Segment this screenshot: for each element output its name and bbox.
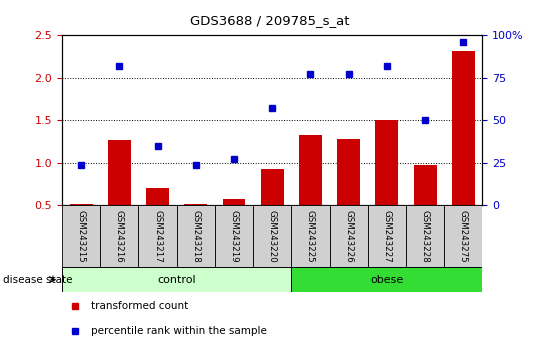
Bar [62, 267, 291, 292]
Bar [253, 205, 291, 267]
Text: GSM243216: GSM243216 [115, 210, 124, 263]
Bar [215, 205, 253, 267]
Bar [177, 205, 215, 267]
Text: disease state: disease state [3, 275, 72, 285]
Text: GSM243227: GSM243227 [382, 210, 391, 263]
Text: control: control [157, 275, 196, 285]
Text: GSM243217: GSM243217 [153, 210, 162, 263]
Bar [139, 205, 177, 267]
Text: transformed count: transformed count [92, 301, 189, 311]
Bar [261, 169, 284, 205]
Bar [329, 205, 368, 267]
Text: GSM243218: GSM243218 [191, 210, 201, 263]
Text: GSM243220: GSM243220 [268, 210, 277, 263]
Text: GSM243226: GSM243226 [344, 210, 353, 263]
Bar [452, 51, 475, 205]
Bar [62, 205, 100, 267]
Bar [413, 165, 437, 205]
Text: GSM243225: GSM243225 [306, 210, 315, 263]
Bar [368, 205, 406, 267]
Bar [444, 205, 482, 267]
Text: GSM243219: GSM243219 [230, 210, 238, 263]
Text: obese: obese [370, 275, 404, 285]
Bar [108, 140, 131, 205]
Text: GSM243215: GSM243215 [77, 210, 86, 263]
Bar [375, 120, 398, 205]
Text: percentile rank within the sample: percentile rank within the sample [92, 326, 267, 336]
Text: GSM243228: GSM243228 [420, 210, 430, 263]
Bar [337, 139, 360, 205]
Bar [406, 205, 444, 267]
Bar [291, 267, 482, 292]
Bar [299, 135, 322, 205]
Bar [223, 199, 245, 205]
Text: GSM243275: GSM243275 [459, 210, 468, 263]
Bar [291, 205, 329, 267]
Bar [100, 205, 139, 267]
Bar [146, 188, 169, 205]
Text: GDS3688 / 209785_s_at: GDS3688 / 209785_s_at [190, 14, 349, 27]
